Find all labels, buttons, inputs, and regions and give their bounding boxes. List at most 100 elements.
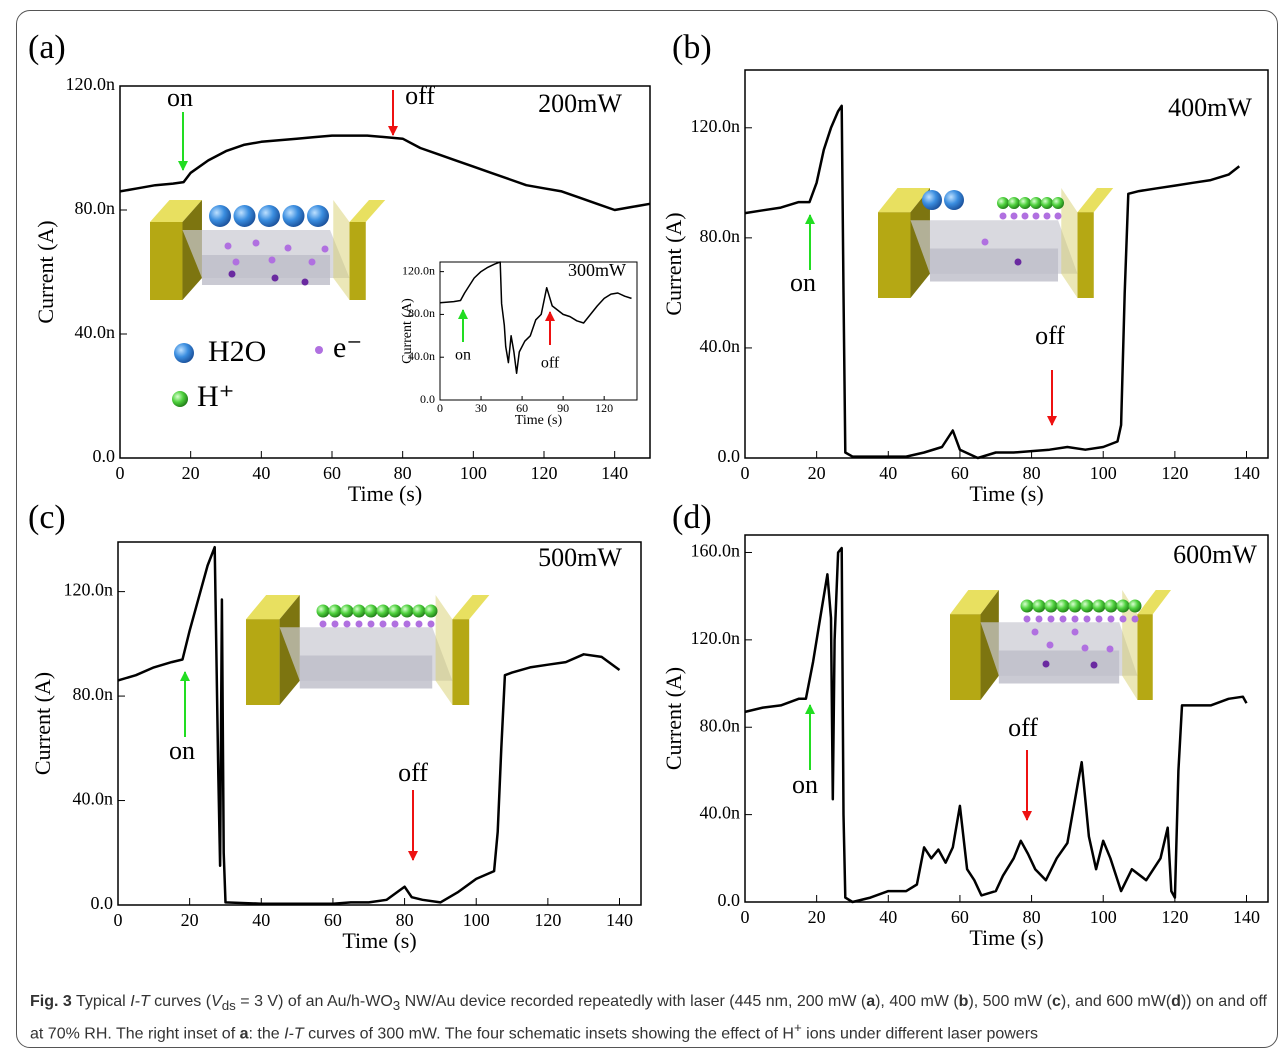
x-tick-label: 80 (1023, 907, 1041, 927)
particle (1116, 599, 1130, 613)
caption-text: NW/Au device recorded repeatedly with la… (400, 993, 867, 1010)
plot-frame (119, 85, 651, 459)
x-axis-label: Time (s) (969, 481, 1043, 506)
annotation: on (790, 268, 816, 297)
x-tick-label: 80 (394, 463, 412, 483)
particle (1071, 628, 1079, 636)
particle (1128, 599, 1142, 613)
x-tick-label: 60 (324, 910, 342, 930)
particle (1035, 615, 1043, 623)
electrode (950, 590, 999, 615)
particle (1071, 615, 1079, 623)
caption-text: ), and 600 mW( (1060, 993, 1172, 1010)
caption-text: c (1052, 993, 1061, 1010)
x-tick-label: 20 (808, 463, 826, 483)
x-tick-label: 30 (475, 401, 487, 415)
caption: Fig. 3 Typical I-T curves (Vds = 3 V) of… (30, 991, 1270, 1046)
y-tick-label: 0.0 (718, 446, 741, 466)
caption-text: 3 (392, 998, 401, 1014)
data-line (744, 104, 1241, 460)
particle (1021, 212, 1029, 220)
x-tick-label: 140 (606, 910, 633, 930)
annotation: on (792, 770, 818, 799)
caption-text: a (239, 1025, 249, 1043)
y-tick-label: 120.0n (691, 628, 741, 648)
panel-label: (d) (672, 499, 712, 536)
x-tick-label: 120 (534, 910, 561, 930)
x-tick-label: 40 (252, 910, 270, 930)
x-tick-label: 140 (1233, 907, 1260, 927)
y-axis-label: Current (A) (661, 667, 686, 770)
caption-text: ), 500 mW ( (968, 993, 1052, 1010)
caption-text: curves ( (149, 993, 212, 1010)
electrode (435, 595, 453, 705)
y-tick-label: 40.0n (700, 803, 741, 823)
particle (224, 242, 232, 250)
legend-label: e⁻ (333, 331, 362, 364)
particle (1092, 599, 1106, 613)
y-tick-label: 80.0n (408, 306, 435, 320)
particle (316, 604, 330, 618)
plot-frame (744, 534, 1269, 903)
x-tick-label: 0 (437, 401, 443, 415)
particle (981, 238, 989, 246)
annotation: off (1008, 713, 1038, 742)
particle (352, 604, 366, 618)
x-tick-label: 40 (252, 463, 270, 483)
particle (1080, 599, 1094, 613)
particle (1090, 661, 1098, 669)
y-axis-label: Current (A) (33, 220, 58, 323)
schematic (150, 200, 386, 300)
electrode (878, 188, 930, 213)
y-axis-label: Current (A) (400, 298, 415, 364)
x-tick-label: 80 (1023, 463, 1041, 483)
particle (1107, 615, 1115, 623)
x-tick-label: 60 (323, 463, 341, 483)
y-tick-label: 80.0n (700, 226, 741, 246)
y-tick-label: 120.0n (66, 74, 116, 94)
x-axis-label: Time (s) (969, 925, 1043, 950)
particle (340, 604, 354, 618)
x-tick-label: 120 (1161, 463, 1188, 483)
x-tick-label: 60 (951, 463, 969, 483)
electrode (150, 200, 202, 222)
caption-text: ), 400 mW ( (875, 993, 959, 1010)
caption-text: = 3 V) of an Au/h-WO (235, 993, 393, 1010)
x-tick-label: 20 (181, 910, 199, 930)
caption-text: ds (221, 998, 236, 1014)
particle (427, 620, 435, 628)
particle (228, 270, 236, 278)
particle (922, 190, 942, 210)
caption-text: + (793, 1020, 802, 1036)
x-tick-label: 60 (516, 401, 528, 415)
electrode (1137, 614, 1153, 700)
electrode (246, 619, 280, 705)
y-tick-label: 120.0n (402, 263, 435, 277)
caption-text: V (211, 993, 222, 1010)
particle (308, 258, 316, 266)
schematic (950, 590, 1172, 700)
particle (1042, 660, 1050, 668)
y-tick-label: 80.0n (73, 684, 114, 704)
plot-frame (439, 261, 638, 401)
particle (367, 620, 375, 628)
particle (1047, 615, 1055, 623)
particle (301, 278, 309, 286)
caption-text: curves of 300 mW. The four schematic ins… (303, 1025, 794, 1043)
particle (415, 620, 423, 628)
x-tick-label: 120 (531, 463, 558, 483)
annotation: on (455, 347, 471, 364)
x-axis-label: Time (s) (515, 413, 563, 428)
power-label: 200mW (538, 89, 622, 118)
particle (1081, 644, 1089, 652)
x-tick-label: 120 (595, 401, 613, 415)
particle (1083, 615, 1091, 623)
particle (232, 258, 240, 266)
y-tick-label: 160.0n (691, 541, 741, 561)
x-tick-label: 90 (557, 401, 569, 415)
particle (252, 239, 260, 247)
particle (343, 620, 351, 628)
y-tick-label: 40.0n (75, 322, 116, 342)
legend-label: H2O (208, 335, 266, 368)
y-tick-label: 0.0 (420, 392, 435, 406)
